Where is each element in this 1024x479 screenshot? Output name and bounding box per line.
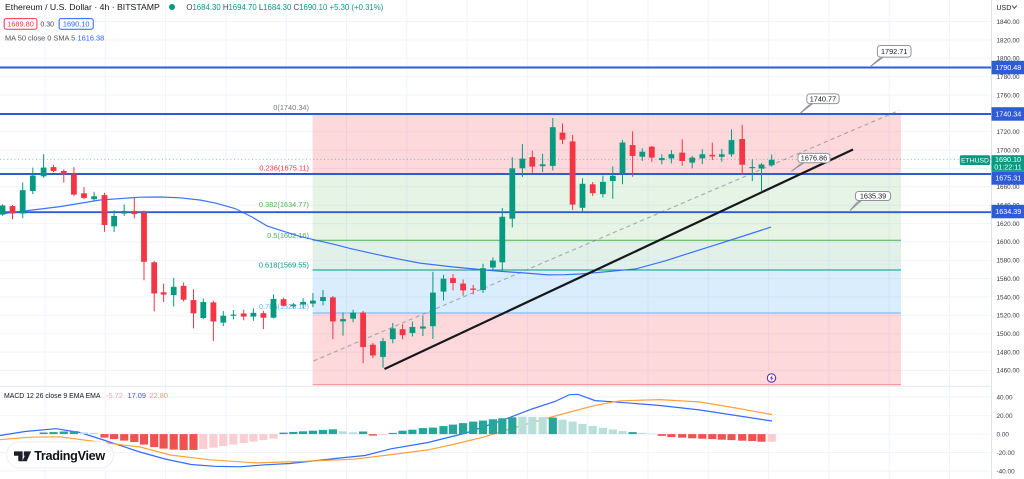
svg-text:1689.80: 1689.80: [7, 19, 34, 28]
svg-text:MA 50 close 0 SMA 5: MA 50 close 0 SMA 5: [5, 34, 75, 43]
svg-text:0.786(1523.12): 0.786(1523.12): [259, 302, 309, 311]
svg-text:17.09: 17.09: [128, 391, 147, 400]
svg-text:22.80: 22.80: [150, 391, 169, 400]
svg-text:1675.31: 1675.31: [995, 174, 1021, 183]
svg-text:0.382(1634.77): 0.382(1634.77): [259, 200, 309, 209]
svg-text:1676.86: 1676.86: [801, 154, 827, 163]
svg-text:1635.39: 1635.39: [860, 192, 886, 201]
svg-text:1520.00: 1520.00: [997, 313, 1021, 320]
svg-text:0(1740.34): 0(1740.34): [273, 103, 309, 112]
svg-text:-5.72: -5.72: [106, 391, 123, 400]
svg-text:-20.00: -20.00: [997, 450, 1016, 457]
svg-text:1780.00: 1780.00: [997, 74, 1021, 81]
svg-text:0.236(1675.11): 0.236(1675.11): [259, 163, 309, 172]
svg-text:1760.00: 1760.00: [997, 92, 1021, 99]
svg-text:O1684.30 H1694.70 L1684.30 C16: O1684.30 H1694.70 L1684.30 C1690.10 +5.3…: [186, 3, 383, 12]
svg-text:USD: USD: [997, 5, 1012, 12]
svg-text:1580.00: 1580.00: [997, 258, 1021, 265]
svg-text:1500.00: 1500.00: [997, 331, 1021, 338]
svg-text:1792.71: 1792.71: [881, 47, 907, 56]
svg-text:1600.00: 1600.00: [997, 239, 1021, 246]
svg-text:Ethereum / U.S. Dollar · 4h ·: Ethereum / U.S. Dollar · 4h · BITSTAMP: [5, 2, 160, 12]
svg-text:1700.00: 1700.00: [997, 147, 1021, 154]
svg-text:1634.39: 1634.39: [995, 207, 1021, 216]
svg-text:MACD 12 26 close 9 EMA EMA: MACD 12 26 close 9 EMA EMA: [4, 393, 101, 400]
svg-text:ETHUSD: ETHUSD: [961, 157, 989, 164]
svg-text:0.30: 0.30: [40, 21, 54, 28]
svg-text:TradingView: TradingView: [34, 449, 105, 463]
svg-text:1460.00: 1460.00: [997, 368, 1021, 375]
svg-text:1820.00: 1820.00: [997, 37, 1021, 44]
svg-text:20.00: 20.00: [997, 413, 1013, 420]
svg-text:1620.00: 1620.00: [997, 221, 1021, 228]
svg-text:1540.00: 1540.00: [997, 294, 1021, 301]
svg-text:01:22:11: 01:22:11: [994, 163, 1021, 172]
svg-text:1616.38: 1616.38: [78, 34, 105, 43]
svg-text:0.5(1602.16): 0.5(1602.16): [267, 231, 309, 240]
svg-text:1720.00: 1720.00: [997, 129, 1021, 136]
svg-text:0.618(1569.55): 0.618(1569.55): [259, 260, 309, 269]
svg-text:40.00: 40.00: [997, 394, 1013, 401]
svg-text:1660.00: 1660.00: [997, 184, 1021, 191]
svg-text:1840.00: 1840.00: [997, 19, 1021, 26]
svg-text:0.00: 0.00: [997, 431, 1010, 438]
svg-text:1690.10: 1690.10: [995, 155, 1021, 164]
svg-text:1690.10: 1690.10: [63, 19, 90, 28]
svg-text:1800.00: 1800.00: [997, 56, 1021, 63]
svg-text:1480.00: 1480.00: [997, 349, 1021, 356]
svg-text:1740.34: 1740.34: [995, 110, 1021, 119]
svg-text:1790.48: 1790.48: [995, 63, 1021, 72]
svg-text:1560.00: 1560.00: [997, 276, 1021, 283]
svg-text:1740.77: 1740.77: [810, 94, 836, 103]
svg-text:-40.00: -40.00: [997, 468, 1016, 475]
